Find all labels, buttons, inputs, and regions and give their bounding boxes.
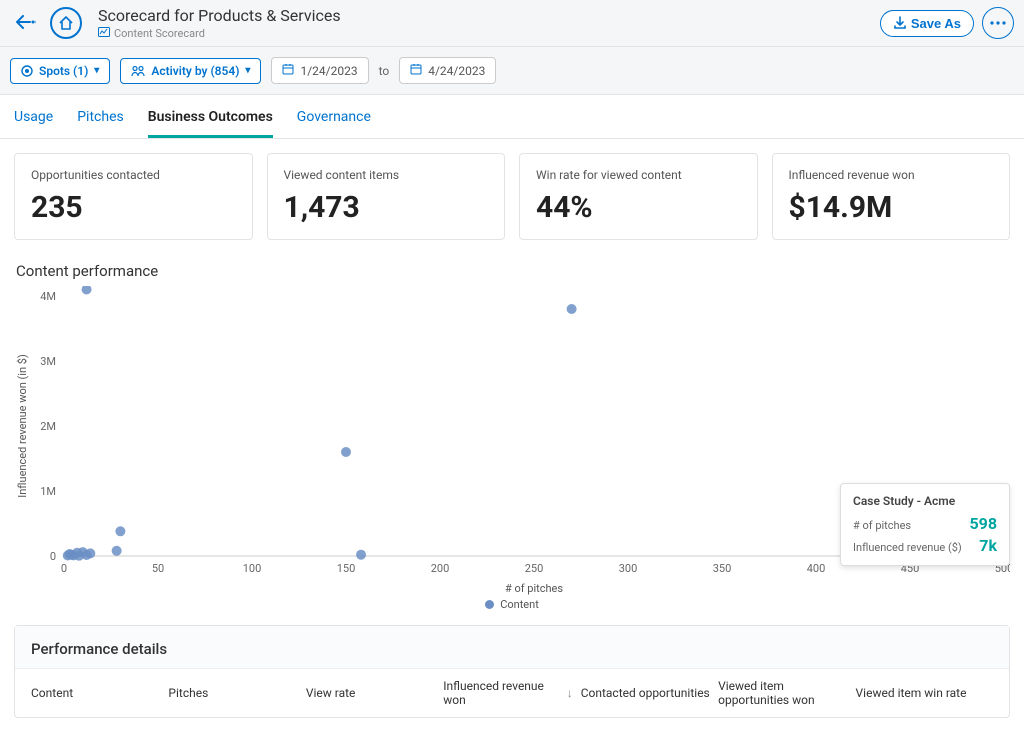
- save-as-label: Save As: [911, 16, 961, 31]
- col-view-rate[interactable]: View rate: [306, 679, 443, 707]
- tooltip-row-label: Influenced revenue ($): [853, 541, 962, 554]
- svg-text:400: 400: [807, 562, 826, 575]
- kpi-value: 44%: [536, 190, 741, 225]
- svg-text:Influenced revenue won (in $): Influenced revenue won (in $): [16, 354, 29, 498]
- svg-text:0: 0: [50, 550, 56, 563]
- svg-text:2M: 2M: [40, 420, 56, 433]
- svg-text:150: 150: [337, 562, 356, 575]
- chart-tooltip: Case Study - Acme # of pitches 598 Influ…: [840, 483, 1010, 566]
- chevron-down-icon: ▾: [94, 65, 99, 76]
- tabs: Usage Pitches Business Outcomes Governan…: [0, 95, 1024, 139]
- kpi-opportunities: Opportunities contacted 235: [14, 153, 253, 240]
- kpi-label: Influenced revenue won: [789, 168, 994, 182]
- svg-text:200: 200: [431, 562, 450, 575]
- chart-legend: Content: [14, 598, 1010, 611]
- kpi-label: Win rate for viewed content: [536, 168, 741, 182]
- col-contacted-opps[interactable]: Contacted opportunities: [581, 679, 718, 707]
- sort-desc-icon: ↓: [567, 686, 573, 700]
- details-columns: Content Pitches View rate Influenced rev…: [15, 668, 1009, 717]
- tooltip-row-label: # of pitches: [853, 519, 911, 532]
- svg-text:100: 100: [243, 562, 262, 575]
- people-icon: [131, 65, 145, 77]
- svg-text:250: 250: [525, 562, 544, 575]
- date-to-picker[interactable]: 4/24/2023: [399, 57, 496, 84]
- details-title: Performance details: [15, 626, 1009, 668]
- home-icon: [58, 15, 74, 31]
- svg-text:1M: 1M: [40, 485, 56, 498]
- svg-text:3M: 3M: [40, 355, 56, 368]
- col-influenced-revenue[interactable]: Influenced revenue won↓: [443, 679, 580, 707]
- calendar-icon: [410, 63, 422, 78]
- kpi-label: Viewed content items: [284, 168, 489, 182]
- kpi-value: 235: [31, 190, 236, 225]
- spots-filter-label: Spots (1): [39, 64, 88, 78]
- date-from-value: 1/24/2023: [300, 64, 357, 78]
- col-content[interactable]: Content: [31, 679, 168, 707]
- kpi-viewed-content: Viewed content items 1,473: [267, 153, 506, 240]
- page-title: Scorecard for Products & Services: [98, 6, 880, 25]
- svg-text:350: 350: [713, 562, 732, 575]
- tab-business-outcomes[interactable]: Business Outcomes: [148, 109, 273, 138]
- kpi-label: Opportunities contacted: [31, 168, 236, 182]
- back-arrow-icon: [16, 15, 36, 29]
- activity-filter-label: Activity by (854): [151, 64, 239, 78]
- col-pitches[interactable]: Pitches: [168, 679, 305, 707]
- kpi-win-rate: Win rate for viewed content 44%: [519, 153, 758, 240]
- svg-text:# of pitches: # of pitches: [505, 582, 563, 595]
- scorecard-icon: [98, 27, 110, 40]
- date-to-label: to: [379, 64, 390, 78]
- svg-text:50: 50: [152, 562, 164, 575]
- svg-text:300: 300: [619, 562, 638, 575]
- ellipsis-icon: [990, 21, 1006, 25]
- tooltip-title: Case Study - Acme: [853, 494, 997, 508]
- tooltip-row-value: 598: [969, 514, 997, 533]
- svg-text:4M: 4M: [40, 290, 56, 303]
- page-subtitle: Content Scorecard: [114, 27, 205, 40]
- kpi-revenue: Influenced revenue won $14.9M: [772, 153, 1011, 240]
- calendar-icon: [282, 63, 294, 78]
- tab-usage[interactable]: Usage: [14, 109, 53, 138]
- legend-marker: [485, 600, 494, 609]
- save-as-button[interactable]: Save As: [880, 10, 974, 37]
- date-to-value: 4/24/2023: [428, 64, 485, 78]
- performance-details: Performance details Content Pitches View…: [14, 625, 1010, 718]
- more-actions-button[interactable]: [982, 7, 1014, 39]
- tab-governance[interactable]: Governance: [297, 109, 371, 138]
- save-icon: [893, 16, 907, 30]
- tooltip-row-value: 7k: [979, 536, 997, 555]
- chevron-down-icon: ▾: [245, 65, 250, 76]
- col-viewed-opps-won[interactable]: Viewed item opportunities won: [718, 679, 855, 707]
- chart-title: Content performance: [16, 262, 1010, 280]
- legend-label: Content: [500, 598, 539, 611]
- spots-filter[interactable]: Spots (1) ▾: [10, 58, 110, 84]
- tab-pitches[interactable]: Pitches: [77, 109, 124, 138]
- spot-icon: [21, 65, 33, 77]
- activity-filter[interactable]: Activity by (854) ▾: [120, 58, 261, 84]
- home-button[interactable]: [50, 7, 82, 39]
- col-viewed-win-rate[interactable]: Viewed item win rate: [856, 679, 993, 707]
- date-from-picker[interactable]: 1/24/2023: [271, 57, 368, 84]
- svg-text:0: 0: [61, 562, 67, 575]
- kpi-value: 1,473: [284, 190, 489, 225]
- back-button[interactable]: [10, 9, 42, 38]
- kpi-value: $14.9M: [789, 190, 994, 225]
